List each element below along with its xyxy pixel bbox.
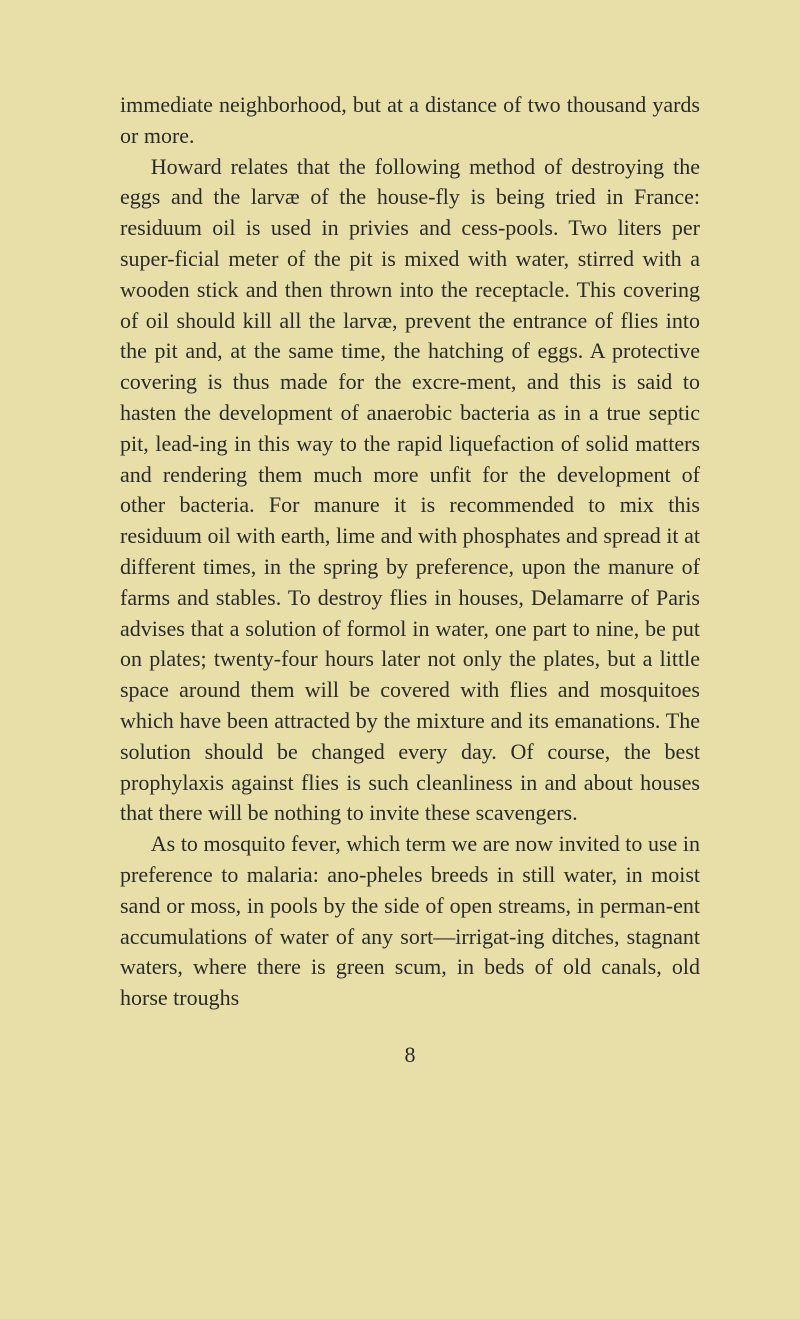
paragraph-1: immediate neighborhood, but at a distanc…	[120, 90, 700, 152]
paragraph-2: Howard relates that the following method…	[120, 152, 700, 830]
paragraph-3: As to mosquito fever, which term we are …	[120, 829, 700, 1014]
page-number: 8	[120, 1042, 700, 1068]
page-body: immediate neighborhood, but at a distanc…	[120, 90, 700, 1014]
